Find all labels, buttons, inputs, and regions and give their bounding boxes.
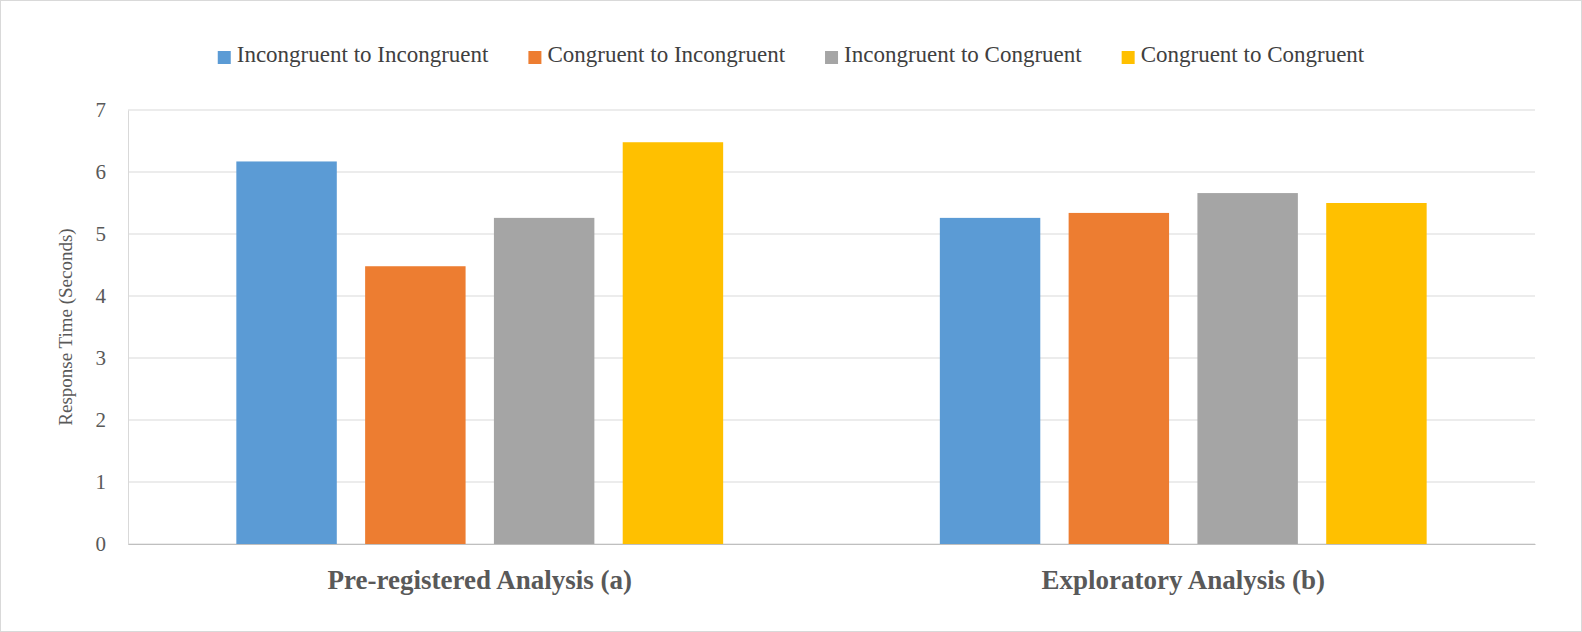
legend: Incongruent to Incongruent Congruent to I…	[218, 42, 1365, 67]
legend-swatch	[1122, 51, 1135, 64]
chart: 0 1 2 3 4 5 6 7 Pre-registered Analysis (a) Explo…	[0, 0, 1582, 632]
grid-line	[128, 172, 1535, 173]
legend-label: Incongruent to Incongruent	[237, 42, 489, 67]
legend-label: Incongruent to Congruent	[844, 42, 1082, 67]
plot: 0 1 2 3 4 5 6 7 Pre-registered Analysis (a) Explo…	[96, 98, 1536, 595]
grid-line	[128, 358, 1535, 359]
legend-label: Congruent to Incongruent	[547, 42, 785, 67]
y-tick-label: 7	[96, 98, 107, 122]
bar	[1069, 213, 1169, 544]
legend-swatch	[218, 51, 231, 64]
y-axis-title: Response Time (Seconds)	[55, 228, 77, 425]
y-tick-label: 4	[96, 284, 107, 308]
y-tick: 6	[96, 160, 129, 184]
bar	[1326, 203, 1426, 544]
y-axis: 0 1 2 3 4 5 6 7	[96, 98, 129, 556]
y-tick: 4	[96, 284, 129, 308]
legend-item: Congruent to Incongruent	[528, 42, 785, 67]
grid-line	[128, 482, 1535, 483]
grid-line	[128, 420, 1535, 421]
legend-swatch	[528, 51, 541, 64]
x-tick: Exploratory Analysis (b)	[1041, 544, 1325, 595]
bar	[365, 266, 465, 544]
y-tick: 3	[96, 346, 129, 370]
grid-line	[128, 544, 1535, 545]
y-tick-label: 1	[96, 470, 107, 494]
legend-label: Congruent to Congruent	[1141, 42, 1365, 67]
y-tick-label: 2	[96, 408, 107, 432]
bars	[236, 142, 1426, 544]
grid	[128, 110, 1535, 544]
y-tick-label: 0	[96, 532, 107, 556]
x-tick-label: Pre-registered Analysis (a)	[328, 565, 632, 595]
chart-frame	[1, 1, 1582, 632]
x-tick: Pre-registered Analysis (a)	[328, 544, 632, 595]
legend-item: Incongruent to Congruent	[825, 42, 1082, 67]
x-axis-line	[129, 544, 1536, 545]
y-tick: 0	[96, 532, 129, 556]
legend-swatch	[825, 51, 838, 64]
x-axis: Pre-registered Analysis (a) Exploratory A…	[129, 544, 1536, 595]
x-tick-label: Exploratory Analysis (b)	[1041, 565, 1325, 595]
bar	[236, 161, 336, 544]
y-tick-label: 5	[96, 222, 107, 246]
y-tick: 2	[96, 408, 129, 432]
y-tick-label: 6	[96, 160, 107, 184]
bar	[494, 218, 594, 544]
y-tick: 1	[96, 470, 129, 494]
bar	[1197, 193, 1297, 544]
y-axis-line	[128, 111, 129, 545]
grid-line	[128, 296, 1535, 297]
grid-line	[128, 110, 1535, 111]
y-tick: 7	[96, 98, 129, 122]
legend-item: Incongruent to Incongruent	[218, 42, 489, 67]
legend-item: Congruent to Congruent	[1122, 42, 1365, 67]
bar	[940, 218, 1040, 544]
y-tick: 5	[96, 222, 129, 246]
grid-line	[128, 234, 1535, 235]
bar	[623, 142, 723, 544]
y-tick-label: 3	[96, 346, 107, 370]
